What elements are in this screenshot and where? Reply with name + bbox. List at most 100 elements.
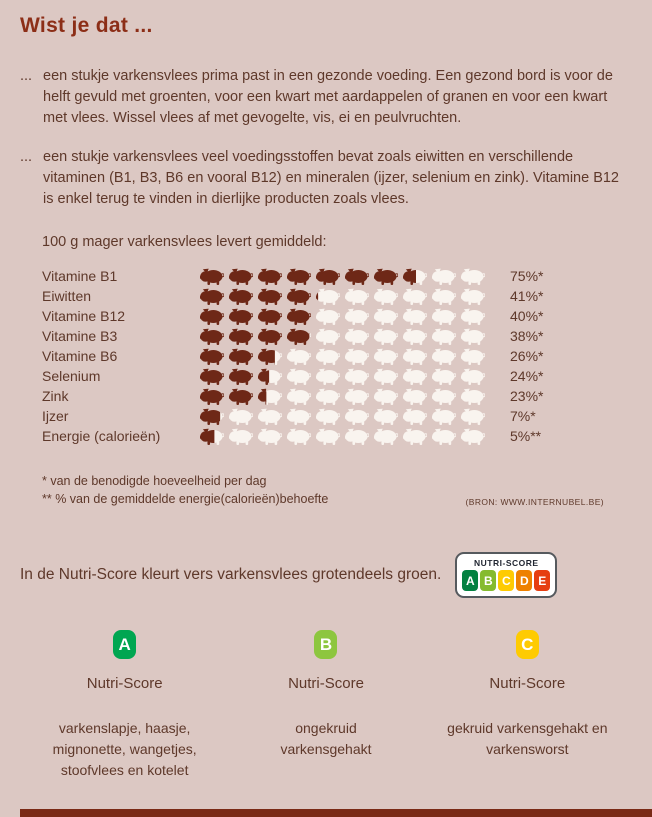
- pig-icon: [345, 408, 369, 425]
- pig-icon: [200, 268, 224, 285]
- chart-row-value: 7%*: [510, 408, 536, 425]
- pig-icon: [316, 328, 340, 345]
- bullet-item: ... een stukje varkensvlees veel voeding…: [20, 147, 632, 210]
- nutriscore-column-b: B Nutri-Score ongekruid varkensgehakt: [225, 630, 426, 781]
- pig-icon: [229, 408, 253, 425]
- footnote-2: ** % van de gemiddelde energie(calorieën…: [42, 492, 329, 507]
- pig-icon: [200, 348, 224, 365]
- pig-icon: [316, 408, 340, 425]
- pig-icon: [432, 388, 456, 405]
- pig-icon: [345, 288, 369, 305]
- pig-icon: [316, 288, 340, 305]
- chart-row-label: Vitamine B12: [42, 308, 126, 325]
- chart-row-label: Zink: [42, 388, 69, 405]
- nutriscore-grade-a: A: [462, 570, 479, 592]
- grade-badge: A: [113, 630, 137, 660]
- chart-row-value: 24%*: [510, 368, 544, 385]
- infographic-page: Wist je dat ... ... een stukje varkensvl…: [0, 14, 652, 781]
- source-note: (BRON: WWW.INTERNUBEL.BE): [465, 497, 604, 508]
- pig-icon: [374, 308, 398, 325]
- column-title: Nutri-Score: [86, 675, 163, 693]
- pig-icon: [403, 408, 427, 425]
- nutriscore-grade-c: C: [498, 570, 515, 592]
- nutriscore-grade-d: D: [516, 570, 533, 592]
- chart-row: Selenium 24%*: [42, 366, 652, 386]
- pig-icon: [345, 428, 369, 445]
- pig-icon: [258, 408, 282, 425]
- pig-icon: [403, 428, 427, 445]
- pig-icon: [287, 348, 311, 365]
- pig-icon: [258, 428, 282, 445]
- chart-row-label: Vitamine B1: [42, 268, 118, 285]
- chart-row: Vitamine B3 38%*: [42, 326, 652, 346]
- chart-row-label: Vitamine B6: [42, 348, 118, 365]
- pig-icon: [200, 388, 224, 405]
- pig-icon: [345, 388, 369, 405]
- pig-icon: [403, 388, 427, 405]
- pig-icon: [345, 348, 369, 365]
- bullet-marker: ...: [20, 149, 33, 166]
- pig-icon: [432, 348, 456, 365]
- pig-icon: [432, 408, 456, 425]
- nutriscore-grade-b: B: [480, 570, 497, 592]
- column-description: gekruid varkensgehakt en varkensworst: [447, 720, 608, 758]
- pig-icon: [200, 328, 224, 345]
- nutriscore-sentence: In de Nutri-Score kleurt vers varkensvle…: [20, 566, 442, 584]
- chart-row-value: 5%**: [510, 428, 542, 445]
- pig-bar: [200, 387, 488, 405]
- pig-icon: [200, 308, 224, 325]
- page-title: Wist je dat ...: [20, 14, 153, 37]
- pig-bar: [200, 367, 488, 385]
- pig-icon: [258, 288, 282, 305]
- chart-row-label: Eiwitten: [42, 288, 92, 305]
- chart-row-label: Selenium: [42, 368, 101, 385]
- pig-icon: [200, 288, 224, 305]
- pig-icon: [316, 428, 340, 445]
- column-title: Nutri-Score: [489, 675, 566, 693]
- chart-row-label: Ijzer: [42, 408, 69, 425]
- pig-icon: [229, 328, 253, 345]
- chart-row-value: 75%*: [510, 268, 544, 285]
- pig-icon: [461, 288, 485, 305]
- pig-icon: [374, 408, 398, 425]
- pig-icon: [374, 268, 398, 285]
- pig-icon: [316, 348, 340, 365]
- bullet-item: ... een stukje varkensvlees prima past i…: [20, 66, 632, 129]
- grade-badge: C: [515, 630, 539, 660]
- pig-icon: [287, 308, 311, 325]
- chart-row: Energie (calorieën) 5%**: [42, 426, 652, 446]
- pig-icon: [461, 328, 485, 345]
- pig-icon: [432, 328, 456, 345]
- pig-icon: [432, 268, 456, 285]
- nutriscore-column-a: A Nutri-Score varkenslapje, haasje, mign…: [24, 630, 225, 781]
- pig-icon: [316, 368, 340, 385]
- chart-row: Zink 23%*: [42, 386, 652, 406]
- bullet-marker: ...: [20, 68, 33, 84]
- pictogram-chart: Vitamine B1 75%* Eiwitten 41%* Vitamine B12 4…: [42, 266, 652, 446]
- pig-icon: [403, 328, 427, 345]
- pig-icon: [461, 388, 485, 405]
- pig-icon: [229, 368, 253, 385]
- pig-icon: [316, 268, 340, 285]
- pig-icon: [287, 268, 311, 285]
- pig-icon: [345, 328, 369, 345]
- pig-bar-empty: [200, 427, 488, 445]
- pig-icon: [229, 268, 253, 285]
- pig-icon: [316, 388, 340, 405]
- bullet-text: een stukje varkensvlees prima past in ee…: [43, 68, 613, 127]
- pig-icon: [403, 368, 427, 385]
- nutriscore-logo-label: NUTRI-SCORE: [474, 558, 539, 569]
- pig-icon: [287, 408, 311, 425]
- pig-icon: [461, 308, 485, 325]
- pig-bar: [200, 287, 488, 305]
- pig-icon: [461, 368, 485, 385]
- chart-row: Ijzer 7%*: [42, 406, 652, 426]
- pig-icon: [374, 328, 398, 345]
- pig-icon: [374, 288, 398, 305]
- pig-icon: [229, 348, 253, 365]
- pig-icon: [403, 288, 427, 305]
- pig-bar: [200, 427, 488, 445]
- chart-row-value: 41%*: [510, 288, 544, 305]
- pig-icon: [229, 388, 253, 405]
